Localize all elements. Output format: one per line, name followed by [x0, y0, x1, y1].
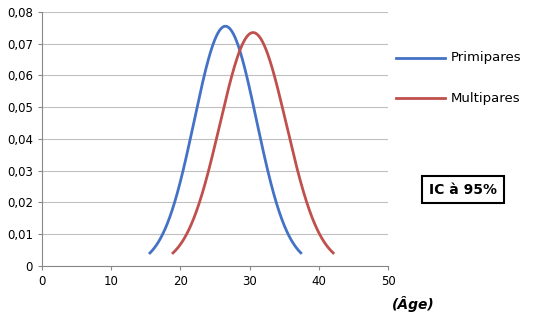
Text: Primipares: Primipares — [451, 51, 522, 64]
Text: Multipares: Multipares — [451, 92, 520, 105]
Text: (Âge): (Âge) — [391, 296, 434, 312]
Text: IC à 95%: IC à 95% — [429, 183, 497, 197]
